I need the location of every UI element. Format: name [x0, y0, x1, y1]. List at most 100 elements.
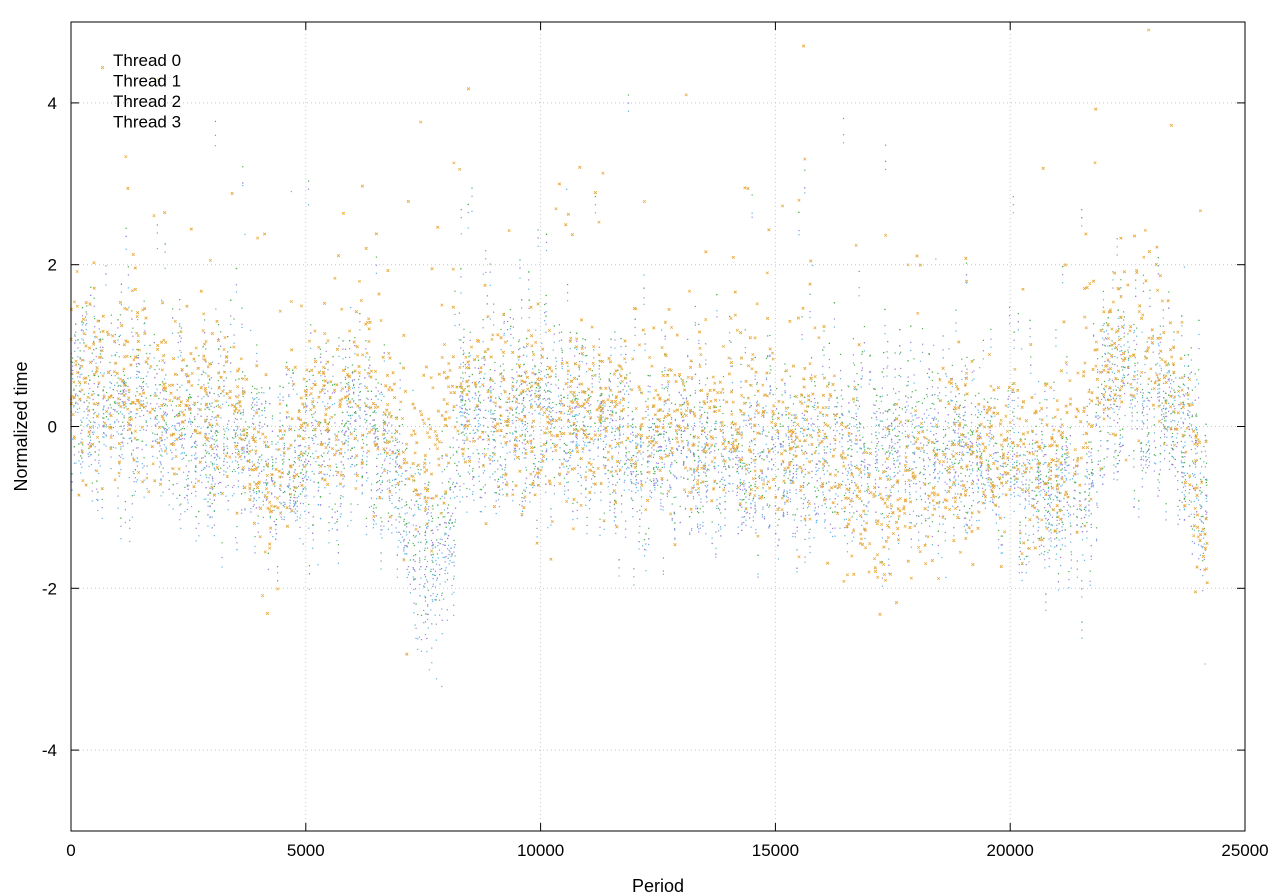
data-point	[350, 466, 352, 468]
data-point	[156, 418, 158, 421]
data-point	[950, 391, 952, 393]
data-point	[1159, 445, 1162, 447]
data-point	[717, 465, 720, 467]
data-point	[724, 517, 726, 519]
data-point	[410, 499, 413, 501]
data-point	[293, 502, 295, 505]
data-point	[258, 415, 260, 417]
data-point	[453, 591, 455, 593]
data-point	[736, 455, 738, 457]
data-point	[485, 271, 487, 274]
data-point	[188, 421, 190, 423]
data-point	[258, 424, 260, 427]
data-point	[669, 484, 671, 486]
data-point	[524, 347, 526, 349]
data-point	[958, 405, 960, 407]
data-point	[1118, 335, 1120, 338]
data-point	[765, 475, 767, 477]
data-point	[165, 431, 167, 433]
data-point	[983, 416, 985, 419]
data-point	[728, 490, 730, 493]
data-point	[833, 318, 835, 320]
data-point	[346, 391, 348, 393]
data-point	[867, 463, 869, 466]
data-point	[761, 477, 763, 479]
data-point	[937, 420, 939, 422]
data-point	[377, 390, 379, 392]
data-point	[538, 398, 540, 400]
data-point	[163, 378, 166, 380]
data-point	[1097, 369, 1099, 371]
data-point	[1066, 509, 1068, 512]
data-point	[205, 444, 207, 447]
data-point	[609, 422, 611, 424]
data-point	[1018, 572, 1020, 574]
data-point	[1088, 403, 1091, 405]
data-point	[610, 409, 612, 412]
data-point	[1062, 523, 1064, 526]
data-point	[745, 519, 747, 521]
data-point	[488, 443, 490, 446]
data-point	[853, 536, 855, 538]
data-point	[933, 344, 935, 346]
data-point	[1088, 483, 1090, 485]
data-point	[449, 560, 451, 562]
data-point	[1107, 325, 1109, 327]
data-point	[748, 467, 750, 469]
data-point	[381, 537, 383, 539]
data-point	[578, 369, 581, 371]
data-point	[518, 359, 520, 361]
data-point	[387, 469, 389, 472]
data-point	[164, 429, 166, 431]
data-point	[628, 467, 630, 469]
data-point	[687, 424, 689, 426]
data-point	[1010, 486, 1012, 488]
data-point	[400, 541, 402, 543]
data-point	[478, 395, 480, 397]
data-point	[1190, 513, 1192, 515]
data-point	[942, 357, 944, 359]
data-point	[781, 415, 783, 417]
data-point	[876, 410, 878, 413]
data-point	[608, 388, 611, 390]
data-point	[757, 453, 759, 455]
data-point	[609, 381, 612, 383]
data-point	[504, 472, 507, 474]
data-point	[782, 445, 784, 447]
data-point	[822, 494, 824, 496]
data-point	[650, 442, 652, 445]
data-point	[290, 376, 292, 379]
data-point	[653, 483, 655, 485]
data-point	[122, 442, 124, 444]
data-point	[359, 329, 361, 331]
data-point	[621, 466, 623, 468]
data-point	[816, 487, 818, 489]
data-point	[494, 418, 496, 420]
data-point	[489, 476, 491, 478]
data-point	[77, 411, 79, 414]
data-point	[720, 453, 723, 455]
data-point	[281, 468, 283, 470]
data-point	[935, 258, 937, 260]
data-point	[1128, 454, 1130, 457]
data-point	[633, 349, 635, 352]
data-point	[839, 433, 841, 435]
data-point	[864, 529, 866, 531]
data-point	[851, 441, 853, 443]
data-point	[906, 409, 908, 411]
data-point	[532, 359, 534, 361]
data-point	[1024, 506, 1026, 508]
data-point	[1134, 365, 1136, 367]
data-point	[220, 491, 222, 493]
data-point	[716, 310, 718, 312]
data-point	[1029, 471, 1031, 473]
data-point	[1025, 479, 1027, 481]
data-point	[582, 354, 584, 356]
data-point	[669, 440, 671, 443]
data-point	[446, 512, 449, 514]
data-point	[1060, 556, 1062, 559]
data-point	[1142, 467, 1145, 469]
data-point	[861, 375, 864, 377]
data-point	[502, 446, 504, 448]
data-point	[399, 433, 401, 435]
